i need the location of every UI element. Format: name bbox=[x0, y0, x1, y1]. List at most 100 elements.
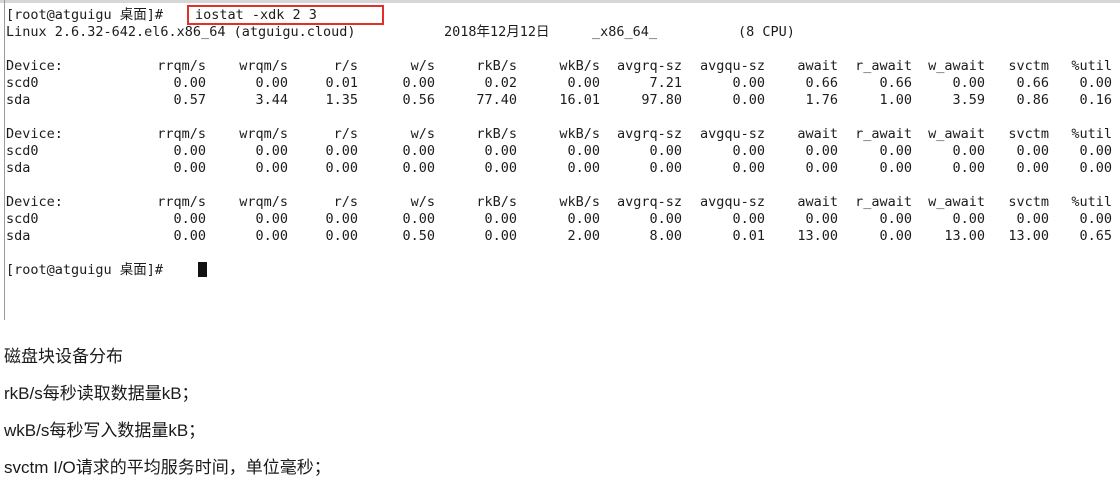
stat-value-r: 1.35 bbox=[325, 92, 358, 108]
terminal-window[interactable]: [root@atguigu 桌面]# iostat -xdk 2 3 Linux… bbox=[0, 0, 1120, 320]
header-avgrq: avgrq-sz bbox=[616, 58, 682, 74]
final-prompt: [root@atguigu 桌面]# bbox=[6, 262, 164, 278]
header-w: w/s bbox=[410, 58, 435, 74]
stat-value-r: 0.00 bbox=[325, 160, 358, 176]
stat-value-await: 1.76 bbox=[805, 92, 838, 108]
stat-value-rkb: 77.40 bbox=[476, 92, 517, 108]
report-date: 2018年12月12日 bbox=[444, 24, 550, 40]
stat-value-util: 0.00 bbox=[1079, 143, 1112, 159]
device-name: scd0 bbox=[6, 75, 39, 91]
terminal-left-border bbox=[4, 0, 5, 320]
header-await: await bbox=[797, 194, 838, 210]
device-name: sda bbox=[6, 228, 31, 244]
header-w: w/s bbox=[410, 194, 435, 210]
stat-value-avgqu: 0.00 bbox=[732, 92, 765, 108]
stat-value-util: 0.65 bbox=[1079, 228, 1112, 244]
stat-value-svctm: 0.00 bbox=[1016, 160, 1049, 176]
header-svctm: svctm bbox=[1008, 126, 1049, 142]
stat-value-wkb: 0.00 bbox=[567, 143, 600, 159]
stat-value-svctm: 0.00 bbox=[1016, 143, 1049, 159]
stat-value-w-await: 13.00 bbox=[944, 228, 985, 244]
stat-value-r: 0.00 bbox=[325, 143, 358, 159]
stat-value-avgrq: 0.00 bbox=[649, 143, 682, 159]
stat-value-util: 0.00 bbox=[1079, 211, 1112, 227]
stat-value-avgqu: 0.00 bbox=[732, 160, 765, 176]
header-wrqm: wrqm/s bbox=[239, 194, 288, 210]
stat-value-w: 0.50 bbox=[402, 228, 435, 244]
header-device: Device: bbox=[6, 58, 63, 74]
stat-value-util: 0.16 bbox=[1079, 92, 1112, 108]
stat-value-wrqm: 0.00 bbox=[255, 75, 288, 91]
note-rkbs: rkB/s每秒读取数据量kB； bbox=[4, 384, 199, 403]
header-rkb: rkB/s bbox=[476, 126, 517, 142]
stat-value-w: 0.56 bbox=[402, 92, 435, 108]
stat-value-rkb: 0.00 bbox=[484, 143, 517, 159]
header-rkb: rkB/s bbox=[476, 58, 517, 74]
terminal-top-border bbox=[0, 0, 1120, 3]
terminal-cursor bbox=[198, 262, 207, 277]
header-r: r/s bbox=[333, 58, 358, 74]
stat-value-await: 0.00 bbox=[805, 211, 838, 227]
stat-value-svctm: 13.00 bbox=[1008, 228, 1049, 244]
header-wkb: wkB/s bbox=[559, 58, 600, 74]
header-device: Device: bbox=[6, 126, 63, 142]
header-wkb: wkB/s bbox=[559, 126, 600, 142]
header-avgrq: avgrq-sz bbox=[616, 194, 682, 210]
stat-value-w: 0.00 bbox=[402, 211, 435, 227]
stat-value-rrqm: 0.57 bbox=[173, 92, 206, 108]
header-r: r/s bbox=[333, 194, 358, 210]
stat-value-r-await: 0.66 bbox=[879, 75, 912, 91]
stat-value-w-await: 0.00 bbox=[952, 143, 985, 159]
stat-value-rrqm: 0.00 bbox=[173, 211, 206, 227]
stat-value-wrqm: 0.00 bbox=[255, 143, 288, 159]
device-name: sda bbox=[6, 160, 31, 176]
stat-value-wkb: 0.00 bbox=[567, 160, 600, 176]
stat-value-avgrq: 0.00 bbox=[649, 211, 682, 227]
stat-value-rrqm: 0.00 bbox=[173, 75, 206, 91]
stat-value-rrqm: 0.00 bbox=[173, 228, 206, 244]
stat-value-avgqu: 0.01 bbox=[732, 228, 765, 244]
stat-value-rrqm: 0.00 bbox=[173, 143, 206, 159]
device-name: scd0 bbox=[6, 143, 39, 159]
stat-value-w: 0.00 bbox=[402, 143, 435, 159]
stat-value-rkb: 0.00 bbox=[484, 160, 517, 176]
stat-value-wrqm: 0.00 bbox=[255, 228, 288, 244]
note-svctm: svctm I/O请求的平均服务时间，单位毫秒； bbox=[4, 458, 331, 477]
header-util: %util bbox=[1071, 194, 1112, 210]
header-r-await: r_await bbox=[855, 58, 912, 74]
command-text: iostat -xdk 2 3 bbox=[195, 7, 317, 23]
stat-value-wrqm: 0.00 bbox=[255, 211, 288, 227]
stat-value-await: 0.00 bbox=[805, 143, 838, 159]
header-wkb: wkB/s bbox=[559, 194, 600, 210]
cpu-count: (8 CPU) bbox=[738, 24, 795, 40]
stat-value-wrqm: 3.44 bbox=[255, 92, 288, 108]
device-name: sda bbox=[6, 92, 31, 108]
stat-value-svctm: 0.66 bbox=[1016, 75, 1049, 91]
stat-value-svctm: 0.00 bbox=[1016, 211, 1049, 227]
stat-value-rrqm: 0.00 bbox=[173, 160, 206, 176]
note-wkbs: wkB/s每秒写入数据量kB； bbox=[4, 421, 206, 440]
stat-value-wkb: 16.01 bbox=[559, 92, 600, 108]
stat-value-w-await: 0.00 bbox=[952, 160, 985, 176]
stat-value-avgqu: 0.00 bbox=[732, 75, 765, 91]
stat-value-rkb: 0.02 bbox=[484, 75, 517, 91]
stat-value-util: 0.00 bbox=[1079, 75, 1112, 91]
stat-value-await: 0.00 bbox=[805, 160, 838, 176]
header-r-await: r_await bbox=[855, 194, 912, 210]
header-w: w/s bbox=[410, 126, 435, 142]
stat-value-avgrq: 8.00 bbox=[649, 228, 682, 244]
header-avgqu: avgqu-sz bbox=[699, 58, 765, 74]
device-name: scd0 bbox=[6, 211, 39, 227]
header-svctm: svctm bbox=[1008, 58, 1049, 74]
header-rkb: rkB/s bbox=[476, 194, 517, 210]
header-await: await bbox=[797, 126, 838, 142]
stat-value-rkb: 0.00 bbox=[484, 228, 517, 244]
stat-value-util: 0.00 bbox=[1079, 160, 1112, 176]
header-rrqm: rrqm/s bbox=[157, 58, 206, 74]
stat-value-w-await: 3.59 bbox=[952, 92, 985, 108]
header-w-await: w_await bbox=[928, 194, 985, 210]
command-highlight-box bbox=[187, 5, 384, 25]
header-r-await: r_await bbox=[855, 126, 912, 142]
header-await: await bbox=[797, 58, 838, 74]
stat-value-w-await: 0.00 bbox=[952, 75, 985, 91]
